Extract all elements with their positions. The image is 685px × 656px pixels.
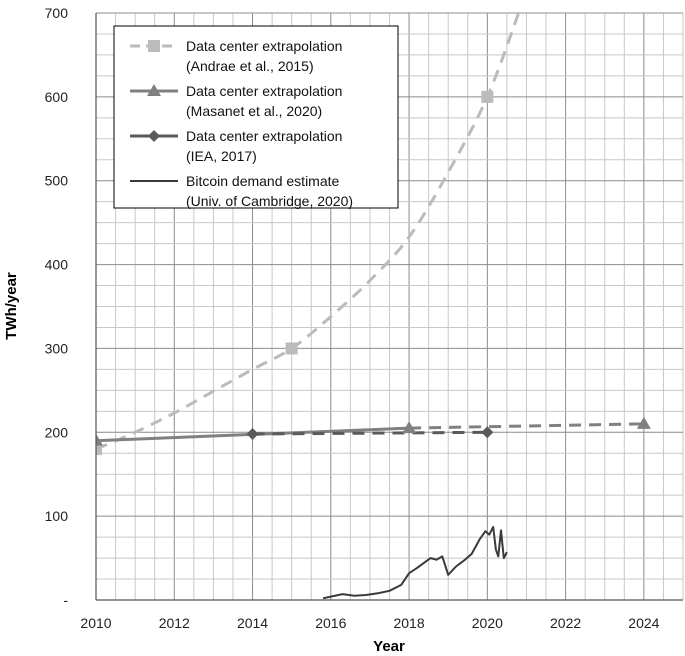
legend-label: (Univ. of Cambridge, 2020) [186,193,353,209]
iea-point [246,427,259,440]
x-tick-label: 2022 [550,615,581,631]
legend-swatch-marker [147,84,161,96]
x-axis-title: Year [373,638,405,655]
masanet-point [402,421,417,434]
iea-point [481,426,494,439]
legend-swatch-marker [148,40,160,52]
legend-label: Data center extrapolation [186,128,342,144]
series-layer [96,13,651,600]
y-tick-label: - [63,592,68,608]
andrae-point [481,90,494,103]
legend: Data center extrapolation (Andrae et al.,… [113,25,399,209]
x-tick-label: 2016 [315,615,346,631]
legend-entry: Data center extrapolation (Andrae et al.,… [130,38,342,74]
masanet-point [96,433,103,446]
y-tick-label: 700 [45,5,69,21]
axes: 2010 2012 2014 2016 2018 2020 2022 2024 - 100 200 3… [3,5,683,655]
andrae-point [285,342,298,355]
legend-box [113,25,399,209]
legend-entry: Data center extrapolation (Masanet et al.… [130,83,342,119]
legend-label: Data center extrapolation [186,38,342,54]
legend-label: (IEA, 2017) [186,148,257,164]
x-tick-label: 2014 [237,615,268,631]
legend-label: Bitcoin demand estimate [186,173,340,189]
legend-swatch-marker [148,130,160,142]
y-tick-label: 100 [45,508,69,524]
y-tick-label: 200 [45,424,69,440]
x-tick-label: 2020 [472,615,503,631]
y-tick-label: 500 [45,173,69,189]
legend-entry: Bitcoin demand estimate (Univ. of Cambrid… [130,173,353,209]
x-tick-label: 2010 [80,615,111,631]
x-tick-label: 2024 [628,615,659,631]
series-andrae-line [96,13,521,451]
legend-entry: Data center extrapolation (IEA, 2017) [130,128,342,164]
x-tick-label: 2018 [393,615,424,631]
masanet-point [636,416,651,429]
y-tick-label: 400 [45,257,69,273]
series-bitcoin-line [322,526,508,600]
legend-label: Data center extrapolation [186,83,342,99]
y-axis-title: TWh/year [3,272,20,340]
y-tick-label: 600 [45,89,69,105]
y-tick-label: 300 [45,340,69,356]
legend-label: (Andrae et al., 2015) [186,58,314,74]
x-tick-label: 2012 [159,615,190,631]
legend-label: (Masanet et al., 2020) [186,103,322,119]
andrae-point [96,443,102,456]
